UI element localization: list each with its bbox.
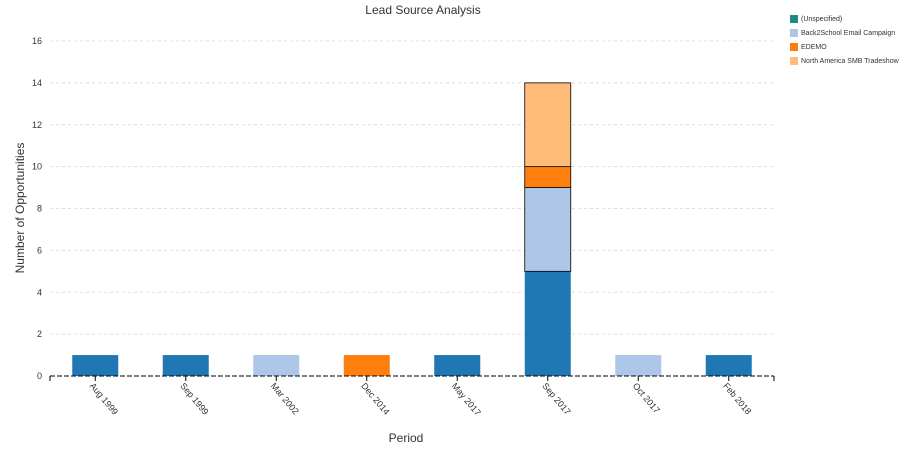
y-tick-label: 2 [37,329,42,339]
legend-swatch [790,15,798,23]
bar-segment [434,355,481,376]
x-tick-label: Oct 2017 [631,381,662,415]
y-tick-label: 8 [37,204,42,214]
legend-item[interactable]: North America SMB Tradeshow [790,54,899,68]
y-tick-label: 0 [37,371,42,381]
legend-swatch [790,57,798,65]
bar-segment [705,355,752,376]
legend-label: North America SMB Tradeshow [801,57,899,65]
y-tick-label: 12 [32,120,42,130]
x-tick-label: Sep 1999 [178,381,210,417]
x-tick-label: Feb 2018 [721,381,753,417]
y-tick-label: 10 [32,162,42,172]
legend-label: EDEMO [801,43,827,51]
chart-title: Lead Source Analysis [365,3,480,17]
bar-segment [72,355,119,376]
bar-segment [524,82,572,168]
x-tick-label: Dec 2014 [359,381,391,417]
x-tick-label: Aug 1999 [88,381,120,417]
bar-segment [524,271,571,376]
y-tick-label: 4 [37,287,42,297]
x-tick-label: Sep 2017 [540,381,572,417]
legend-item[interactable]: (Unspecified) [790,12,899,26]
legend-label: (Unspecified) [801,15,843,23]
bar-segment [162,355,209,376]
legend-swatch [790,43,798,51]
legend-swatch [790,29,798,37]
legend-item[interactable]: EDEMO [790,40,899,54]
bar-segment [253,355,300,376]
bar-segment [615,355,662,376]
y-tick-label: 14 [32,78,42,88]
x-axis-label: Period [389,431,424,445]
bar-segment [524,166,572,188]
legend: (Unspecified) Back2School Email Campaign E… [790,12,899,68]
y-tick-label: 6 [37,245,42,255]
x-tick-label: May 2017 [450,381,483,418]
legend-item[interactable]: Back2School Email Campaign [790,26,899,40]
legend-label: Back2School Email Campaign [801,29,896,37]
bar-segment [524,187,572,272]
x-tick-label: Mar 2002 [269,381,301,417]
y-axis-label: Number of Opportunities [13,143,27,274]
bar-segment [343,355,390,376]
y-tick-label: 16 [32,36,42,46]
